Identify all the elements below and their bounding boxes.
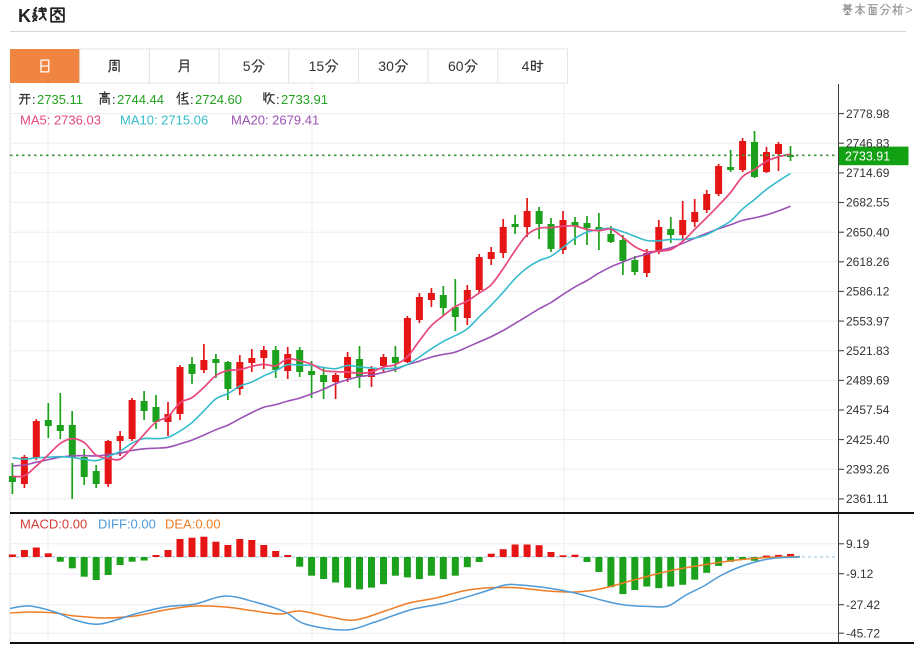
- svg-text::: :: [276, 92, 280, 107]
- svg-text:2586.12: 2586.12: [846, 285, 890, 299]
- svg-text::: :: [32, 92, 36, 107]
- svg-text:MA10: 2715.06: MA10: 2715.06: [120, 113, 208, 128]
- svg-text:2425.40: 2425.40: [846, 433, 890, 447]
- svg-text::: :: [112, 92, 116, 107]
- svg-text:4: 4: [522, 58, 530, 74]
- svg-text:5: 5: [243, 58, 251, 74]
- svg-text:2650.40: 2650.40: [846, 225, 890, 239]
- svg-text:2393.26: 2393.26: [846, 463, 890, 477]
- svg-text:>: >: [906, 3, 913, 17]
- svg-text:2714.69: 2714.69: [846, 166, 890, 180]
- svg-text:-9.12: -9.12: [846, 567, 874, 581]
- svg-text:-45.72: -45.72: [846, 626, 880, 640]
- svg-text:2361.11: 2361.11: [846, 492, 889, 506]
- svg-text:30: 30: [378, 58, 394, 74]
- svg-text:2778.98: 2778.98: [846, 107, 890, 121]
- svg-text:2746.83: 2746.83: [846, 136, 890, 150]
- svg-text:2553.97: 2553.97: [846, 314, 890, 328]
- svg-text:15: 15: [309, 58, 325, 74]
- svg-text:2724.60: 2724.60: [195, 92, 242, 107]
- svg-text:2521.83: 2521.83: [846, 344, 890, 358]
- svg-text:2735.11: 2735.11: [37, 92, 83, 107]
- svg-text:DIFF:0.00: DIFF:0.00: [98, 517, 156, 532]
- svg-text:-27.42: -27.42: [846, 598, 880, 612]
- svg-text:2733.91: 2733.91: [845, 150, 890, 164]
- svg-text:2733.91: 2733.91: [281, 92, 328, 107]
- svg-text:2682.55: 2682.55: [846, 196, 890, 210]
- svg-text:K: K: [18, 6, 31, 26]
- svg-text:2457.54: 2457.54: [846, 403, 890, 417]
- svg-text:2489.69: 2489.69: [846, 374, 890, 388]
- svg-text:9.19: 9.19: [846, 537, 870, 551]
- svg-text:DEA:0.00: DEA:0.00: [165, 517, 221, 532]
- svg-text:MA20: 2679.41: MA20: 2679.41: [231, 113, 319, 128]
- svg-text:60: 60: [448, 58, 464, 74]
- svg-text:MA5: 2736.03: MA5: 2736.03: [20, 113, 101, 128]
- svg-text:MACD:0.00: MACD:0.00: [20, 517, 87, 532]
- svg-text:2618.26: 2618.26: [846, 255, 890, 269]
- svg-text:2744.44: 2744.44: [117, 92, 164, 107]
- svg-text::: :: [190, 92, 194, 107]
